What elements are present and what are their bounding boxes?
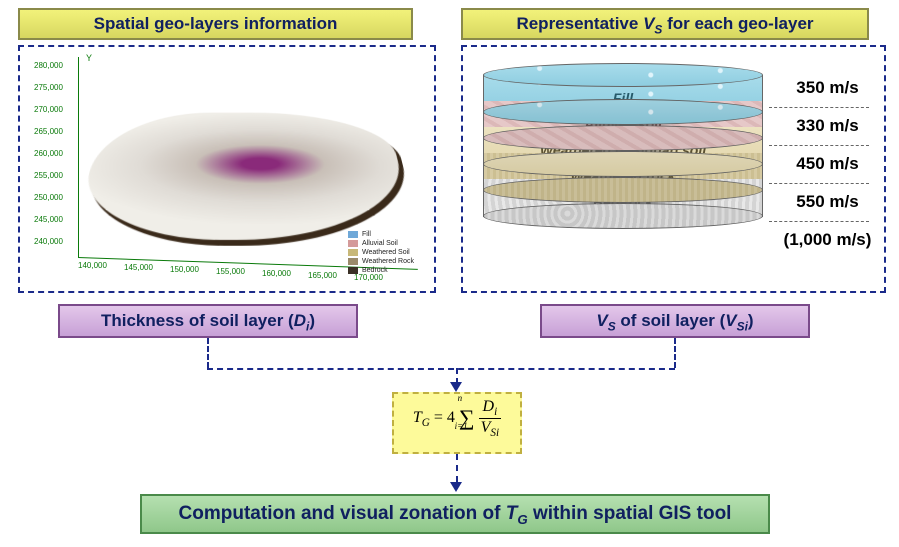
layer-velocity-value: 350 m/s (775, 69, 880, 107)
layer-velocity-value: 450 m/s (775, 145, 880, 183)
x-tick: 140,000 (78, 261, 107, 270)
y-tick: 250,000 (34, 193, 63, 202)
terrain-surface (73, 113, 417, 240)
cylinder-top-ellipse (483, 63, 763, 87)
formula-text: TG = 4 ∑ni=1 DiVSi (413, 409, 501, 426)
y-tick: 265,000 (34, 127, 63, 136)
left-sub-box: Thickness of soil layer (Di) (58, 304, 358, 338)
layer-velocity-value: 330 m/s (775, 107, 880, 145)
left-sub-text: Thickness of soil layer (Di) (101, 311, 315, 330)
right-dashed-panel: FillAlluvial soilWeathered (residual) so… (461, 45, 886, 293)
layer-velocity-value: (1,000 m/s) (775, 221, 880, 259)
y-tick: 275,000 (34, 83, 63, 92)
right-header: Representative VS for each geo-layer (461, 8, 869, 40)
y-tick: 245,000 (34, 215, 63, 224)
layer-velocity-value: 550 m/s (775, 183, 880, 221)
left-dashed-panel: Y 280,000 275,000 270,000 265,000 260,000 255… (18, 45, 436, 293)
x-tick: 165,000 (308, 271, 337, 280)
y-tick: 255,000 (34, 171, 63, 180)
legend-row: Weathered Rock (348, 257, 414, 266)
layer-cylinder: FillAlluvial soilWeathered (residual) so… (483, 63, 763, 217)
y-tick: 260,000 (34, 149, 63, 158)
right-header-text: Representative VS for each geo-layer (516, 14, 813, 33)
legend-row: Fill (348, 230, 414, 239)
arrow-to-formula (450, 382, 462, 392)
map-legend: FillAlluvial SoilWeathered SoilWeathered… (348, 230, 414, 275)
conn-mid-v2 (456, 454, 458, 482)
right-sub-text: VS of soil layer (VSi) (596, 311, 753, 330)
x-tick: 150,000 (170, 265, 199, 274)
conn-left-v (207, 338, 209, 368)
legend-row: Weathered Soil (348, 248, 414, 257)
y-tick: 270,000 (34, 105, 63, 114)
x-tick: 145,000 (124, 263, 153, 272)
x-tick: 155,000 (216, 267, 245, 276)
legend-row: Bedrock (348, 266, 414, 275)
y-axis-line (78, 57, 79, 257)
result-text: Computation and visual zonation of TG wi… (179, 503, 732, 524)
left-header: Spatial geo-layers information (18, 8, 413, 40)
formula-box: TG = 4 ∑ni=1 DiVSi (392, 392, 522, 454)
x-tick: 160,000 (262, 269, 291, 278)
layer-divider (769, 221, 869, 222)
layer-divider (769, 145, 869, 146)
legend-row: Alluvial Soil (348, 239, 414, 248)
map-3d-terrain: Y 280,000 275,000 270,000 265,000 260,000 255… (30, 55, 424, 283)
result-box: Computation and visual zonation of TG wi… (140, 494, 770, 534)
left-header-text: Spatial geo-layers information (94, 14, 338, 33)
right-sub-box: VS of soil layer (VSi) (540, 304, 810, 338)
y-tick: 280,000 (34, 61, 63, 70)
layer-divider (769, 183, 869, 184)
y-tick: 240,000 (34, 237, 63, 246)
y-axis-label: Y (86, 53, 92, 63)
conn-h (207, 368, 675, 370)
conn-right-v (674, 338, 676, 368)
layer-divider (769, 107, 869, 108)
arrow-to-result (450, 482, 462, 492)
value-column: 350 m/s330 m/s450 m/s550 m/s(1,000 m/s) (775, 69, 880, 259)
